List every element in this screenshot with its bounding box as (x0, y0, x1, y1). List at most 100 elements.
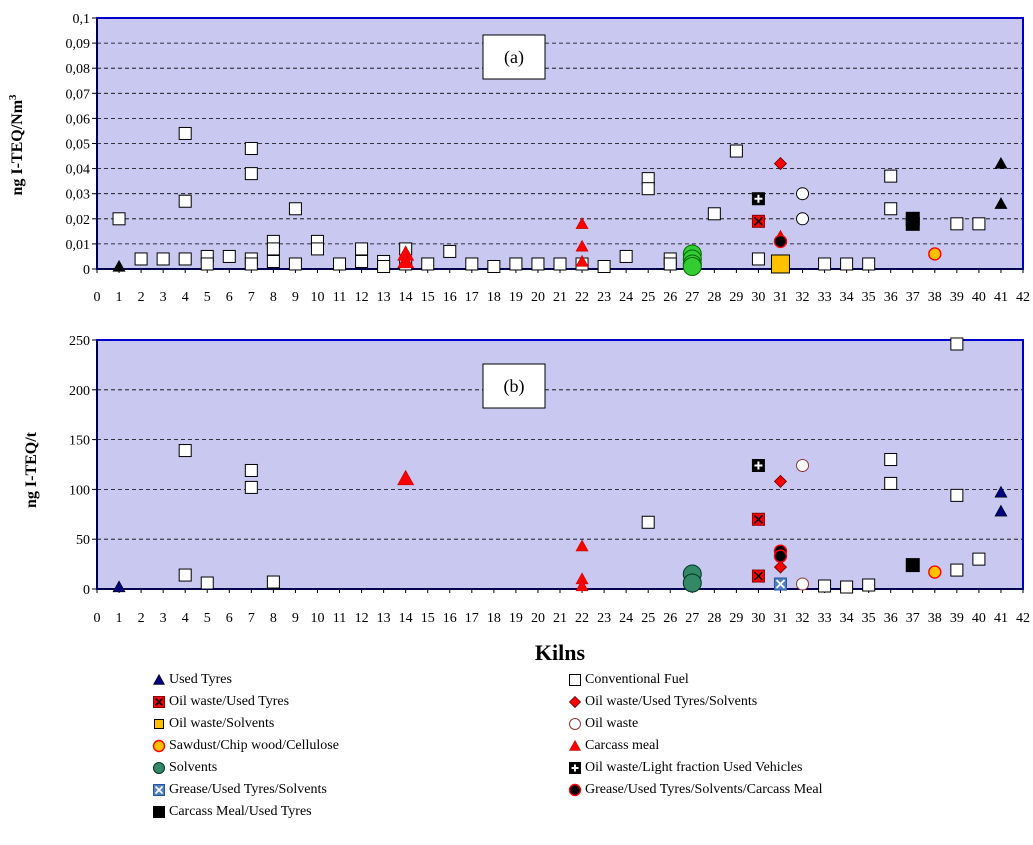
x-tick-label: 23 (597, 290, 611, 305)
x-tick-label: 6 (226, 611, 233, 626)
data-point (818, 257, 832, 271)
x-tick-label: 31 (773, 290, 787, 305)
y-axis-label: ng I-TEQ/Nm3 (7, 94, 26, 196)
legend-marker-shape (569, 718, 581, 730)
x-tick-label: 18 (487, 611, 501, 626)
legend-marker (569, 762, 581, 774)
legend-marker-shape (152, 673, 166, 685)
data-point (575, 217, 589, 229)
legend-marker (154, 719, 164, 729)
annotation-box: (a) (482, 34, 546, 80)
x-tick-label: 10 (310, 611, 324, 626)
legend-item: Used Tyres (152, 672, 232, 688)
y-tick-label: 0,03 (66, 188, 91, 203)
legend-marker-shape (568, 739, 582, 751)
y-tick-label: 50 (76, 533, 90, 548)
data-point (773, 157, 788, 171)
legend-label: Oil waste/Light fraction Used Vehicles (585, 760, 803, 775)
data-point (244, 142, 258, 156)
data-point (707, 207, 721, 221)
data-point (818, 579, 832, 593)
data-point (421, 257, 435, 271)
legend-marker-shape (153, 762, 165, 774)
x-tick-label: 33 (818, 290, 832, 305)
data-point (531, 257, 545, 271)
data-point (266, 254, 280, 268)
x-tick-label: 14 (399, 611, 413, 626)
x-tick-label: 12 (355, 611, 369, 626)
data-point (112, 212, 126, 226)
x-tick-label: 21 (553, 611, 567, 626)
data-point (751, 252, 765, 266)
data-point (465, 257, 479, 271)
data-point (619, 249, 633, 263)
data-point (178, 252, 192, 266)
x-tick-label: 11 (333, 290, 346, 305)
data-point (796, 187, 810, 201)
legend-marker (568, 739, 582, 751)
legend-marker (569, 718, 581, 730)
y-tick-label: 200 (69, 384, 90, 399)
data-point (796, 212, 810, 226)
x-tick-label: 20 (531, 611, 545, 626)
data-point (244, 257, 258, 271)
x-tick-label: 13 (377, 611, 391, 626)
legend-marker-shape (568, 783, 582, 797)
x-tick-label: 31 (773, 611, 787, 626)
legend-marker (152, 673, 166, 685)
x-tick-label: 15 (421, 611, 435, 626)
y-tick-label: 0 (83, 263, 90, 278)
data-point (244, 463, 258, 477)
legend-item: Oil waste (568, 716, 638, 732)
legend-label: Oil waste (585, 716, 639, 731)
y-tick-label: 0,1 (73, 12, 91, 27)
data-point (397, 252, 415, 269)
x-tick-label: 34 (840, 611, 854, 626)
x-tick-label: 37 (906, 290, 920, 305)
legend-marker (569, 674, 581, 686)
data-point (575, 239, 589, 252)
data-point (663, 257, 677, 271)
data-point (682, 256, 702, 276)
legend-item: Oil waste/Solvents (152, 716, 274, 732)
data-point (884, 169, 898, 183)
x-tick-label: 30 (751, 611, 765, 626)
legend-marker (153, 696, 165, 708)
data-point (443, 244, 457, 258)
x-tick-label: 30 (751, 290, 765, 305)
legend-item: Oil waste/Light fraction Used Vehicles (568, 760, 802, 776)
legend-label: Grease/Used Tyres/Solvents (169, 782, 327, 797)
y-axis-label: ng I-TEQ/t (23, 431, 40, 508)
y-tick-label: 100 (69, 483, 90, 498)
x-tick-label: 9 (292, 611, 299, 626)
legend-label: Conventional Fuel (585, 672, 689, 687)
x-tick-label: 26 (663, 290, 677, 305)
data-point (751, 458, 765, 472)
y-tick-label: 0,04 (66, 163, 91, 178)
x-tick-label: 12 (355, 290, 369, 305)
x-tick-label: 20 (531, 290, 545, 305)
legend-item: Conventional Fuel (568, 672, 689, 688)
data-point (641, 515, 655, 529)
y-tick-label: 0,09 (66, 37, 91, 52)
data-point (751, 512, 765, 526)
legend-label: Carcass meal (585, 738, 660, 753)
x-tick-label: 24 (619, 290, 633, 305)
legend-marker (568, 695, 582, 709)
x-tick-label: 1 (116, 611, 123, 626)
data-point (377, 259, 391, 273)
x-tick-label: 3 (160, 290, 167, 305)
x-tick-label: 14 (399, 290, 413, 305)
data-point (770, 254, 790, 274)
data-point (840, 580, 854, 594)
x-tick-label: 37 (906, 611, 920, 626)
data-point (751, 569, 765, 583)
data-point (244, 480, 258, 494)
chart-canvas: 0 0,01 0,02 0,03 0,04 0,05 0,06 0,07 0,08 0,09 0,1… (7, 12, 1030, 665)
data-point (950, 217, 964, 231)
x-tick-label: 4 (182, 290, 189, 305)
data-point (840, 257, 854, 271)
x-tick-label: 28 (707, 290, 721, 305)
x-tick-label: 21 (553, 290, 567, 305)
y-tick-label: 0,01 (66, 238, 91, 253)
